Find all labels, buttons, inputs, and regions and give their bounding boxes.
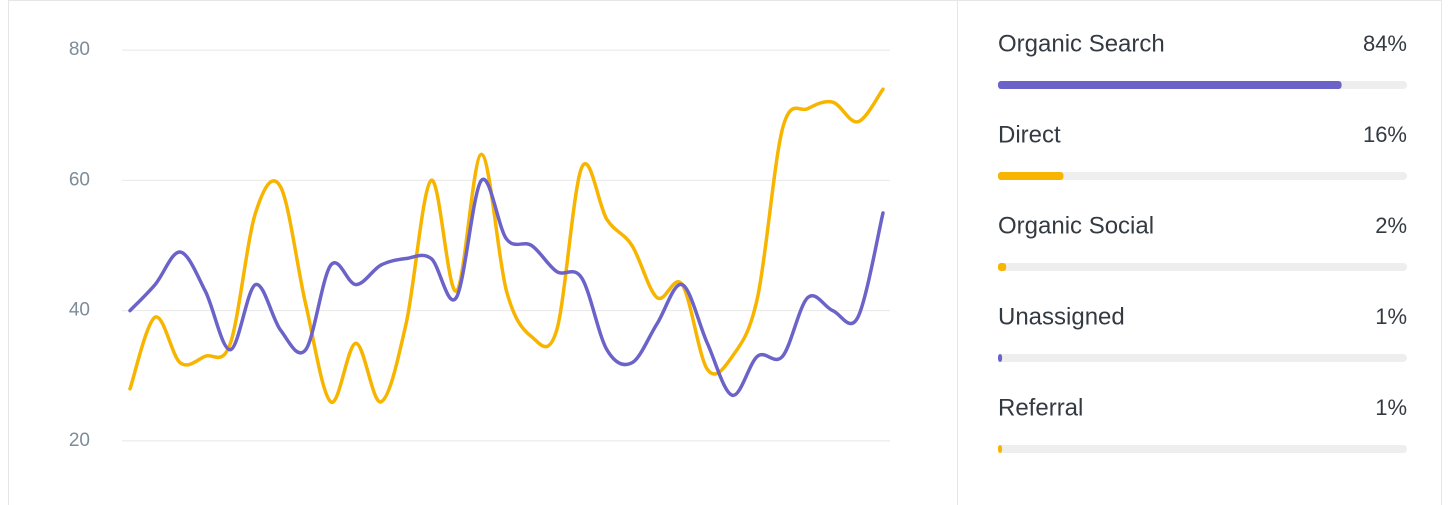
series-line	[128, 87, 885, 404]
progress-bar	[998, 81, 1342, 89]
channel-value: 1%	[1375, 395, 1407, 420]
progress-bar	[998, 172, 1064, 180]
channel-value: 84%	[1363, 31, 1407, 56]
progress-track	[998, 263, 1407, 271]
series-line	[128, 177, 885, 398]
channel-value: 16%	[1363, 122, 1407, 147]
channel-value: 2%	[1375, 213, 1407, 238]
channel-label: Organic Search	[998, 30, 1165, 57]
y-tick-label: 80	[69, 39, 90, 60]
progress-track	[998, 172, 1407, 180]
progress-bar	[998, 354, 1003, 362]
channel-label: Unassigned	[998, 303, 1125, 330]
channel-label: Referral	[998, 394, 1083, 421]
y-tick-label: 20	[69, 430, 90, 451]
progress-bar	[998, 263, 1007, 271]
y-tick-label: 40	[69, 300, 90, 321]
channel-label: Organic Social	[998, 212, 1154, 239]
progress-track	[998, 445, 1407, 453]
progress-track	[998, 354, 1407, 362]
y-tick-label: 60	[69, 169, 90, 190]
channel-label: Direct	[998, 121, 1061, 148]
progress-bar	[998, 445, 1003, 453]
card	[8, 0, 1442, 505]
channel-value: 1%	[1375, 304, 1407, 329]
